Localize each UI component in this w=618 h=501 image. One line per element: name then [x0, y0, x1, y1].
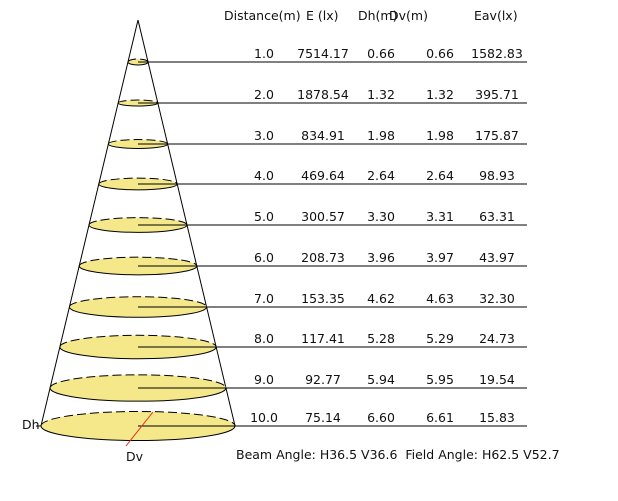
spot-edge-back [117, 99, 159, 104]
spot-edge-back [68, 296, 208, 308]
cell: 92.77 [305, 372, 341, 387]
spot-edge-back [88, 217, 188, 226]
cell: 2.0 [254, 87, 274, 102]
cell: 300.57 [301, 209, 345, 224]
cell: 2.64 [426, 168, 454, 183]
cell: 3.97 [426, 250, 454, 265]
cell: 43.97 [479, 250, 515, 265]
cell: 1.32 [426, 87, 454, 102]
cell: 98.93 [479, 168, 515, 183]
spot-edge-back [78, 256, 198, 267]
cone-edge [137, 19, 236, 427]
cell: 4.0 [254, 168, 274, 183]
cell: 5.28 [367, 331, 395, 346]
cell: 5.29 [426, 331, 454, 346]
cell: 1.98 [367, 128, 395, 143]
cell: 4.63 [426, 291, 454, 306]
cell: 15.83 [479, 410, 515, 425]
column-header: Dv(m) [389, 8, 428, 23]
cell: 6.61 [426, 410, 454, 425]
cell: 1.32 [367, 87, 395, 102]
spot-edge-front [98, 183, 178, 191]
cell: 395.71 [475, 87, 519, 102]
cell: 1878.54 [297, 87, 349, 102]
cell: 75.14 [305, 410, 341, 425]
spot-edge-front [127, 61, 149, 66]
cell: 117.41 [301, 331, 345, 346]
spot-edge-back [59, 334, 217, 348]
spot-edge-front [117, 102, 159, 107]
cell: 3.31 [426, 209, 454, 224]
cell: 1582.83 [471, 46, 523, 61]
cell: 834.91 [301, 128, 345, 143]
cell: 469.64 [301, 168, 345, 183]
spot-edge-back [107, 139, 169, 145]
spot-edge-front [78, 265, 198, 276]
spot-edge-back [49, 374, 227, 389]
column-header: Distance(m) [224, 8, 301, 23]
cell: 0.66 [426, 46, 454, 61]
cell: 8.0 [254, 331, 274, 346]
cell: 5.0 [254, 209, 274, 224]
cell: 2.64 [367, 168, 395, 183]
cell: 6.0 [254, 250, 274, 265]
cell: 3.0 [254, 128, 274, 143]
cell: 208.73 [301, 250, 345, 265]
cell: 3.30 [367, 209, 395, 224]
cell: 24.73 [479, 331, 515, 346]
spot-edge-front [49, 387, 227, 402]
column-header: E (lx) [306, 8, 339, 23]
cone [36, 19, 527, 447]
cell: 4.62 [367, 291, 395, 306]
cell: 3.96 [367, 250, 395, 265]
footer: Beam Angle: H36.5 V36.6 Field Angle: H62… [236, 447, 560, 462]
cell: 153.35 [301, 291, 345, 306]
cell: 6.60 [367, 410, 395, 425]
cell: 1.0 [254, 46, 274, 61]
cell: 63.31 [479, 209, 515, 224]
cell: 175.87 [475, 128, 519, 143]
cell: 1.98 [426, 128, 454, 143]
cone-edge [40, 19, 139, 427]
spot-edge-front [88, 224, 188, 233]
dv-line [125, 411, 154, 447]
column-header: Eav(lx) [474, 8, 518, 23]
cell: 10.0 [250, 410, 278, 425]
dh-label: Dh [22, 417, 40, 432]
cell: 5.95 [426, 372, 454, 387]
spot-edge-front [68, 306, 208, 318]
cell: 7.0 [254, 291, 274, 306]
spot-edge-front [40, 425, 236, 442]
spot-edge-back [127, 58, 149, 63]
cell: 0.66 [367, 46, 395, 61]
spot-edge-back [98, 177, 178, 185]
spot-edge-front [107, 143, 169, 149]
column-header: Dh(m) [358, 8, 397, 23]
cell: 9.0 [254, 372, 274, 387]
cell: 5.94 [367, 372, 395, 387]
spot-edge-front [59, 346, 217, 360]
cell: 7514.17 [297, 46, 349, 61]
spot-edge-back [40, 410, 236, 427]
cell: 19.54 [479, 372, 515, 387]
dv-label: Dv [126, 449, 144, 464]
cell: 32.30 [479, 291, 515, 306]
